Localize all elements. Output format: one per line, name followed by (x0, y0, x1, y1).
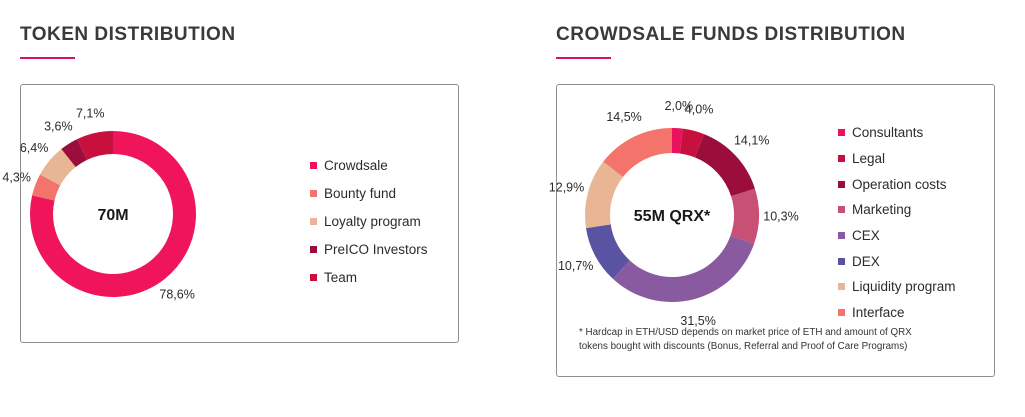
legend-label: Marketing (852, 202, 912, 218)
token-distribution-legend: Crowdsale Bounty fund Loyalty program PreIC… (310, 151, 428, 291)
title-underline (556, 57, 611, 59)
slice-value-label: 14,1% (734, 134, 769, 148)
token-distribution-donut: 78,6% 4,3% 6,4% 3,6%7,1% 70M (2, 107, 196, 302)
legend-label: Interface (852, 305, 905, 321)
slice-value-label: 3,6% (44, 120, 73, 134)
legend-swatch (838, 309, 845, 317)
slice-cex (612, 235, 755, 302)
slice-value-label: 78,6% (159, 288, 194, 302)
legend-swatch (310, 189, 317, 197)
slice-preico-investors (61, 139, 88, 168)
slice-marketing (730, 188, 759, 244)
legend-item: Marketing (838, 197, 956, 223)
legend-item: Consultants (838, 120, 956, 146)
legend-label: Bounty fund (324, 185, 397, 201)
legend-swatch (838, 257, 845, 265)
legend-item: Liquidity program (838, 274, 956, 300)
legend-swatch (838, 283, 845, 291)
slice-value-label: 4,0% (685, 102, 714, 116)
slice-value-label: 14,5% (606, 110, 641, 124)
legend-item: Operation costs (838, 171, 956, 197)
legend-item: Team (310, 263, 428, 291)
slice-value-label: 4,3% (2, 171, 31, 185)
slice-legal (679, 128, 705, 158)
slice-interface (603, 128, 672, 177)
legend-swatch (310, 245, 317, 253)
legend-item: Loyalty program (310, 207, 428, 235)
legend-swatch (838, 129, 845, 137)
legend-label: Liquidity program (852, 279, 956, 295)
slice-consultants (672, 128, 683, 154)
slice-value-label: 31,5% (680, 314, 715, 328)
slice-value-label: 10,7% (558, 259, 593, 273)
legend-label: Operation costs (852, 176, 947, 192)
legend-label: Team (324, 269, 358, 285)
slice-dex (585, 224, 630, 279)
crowdsale-funds-card: 2,0% 4,0% 14,1% 10,3% 31,5% 10,7% 12,9% 14,5% 55… (549, 84, 995, 377)
slice-value-label: 12,9% (549, 181, 584, 195)
footnote-line-1: * Hardcap in ETH/USD depends on market p… (579, 327, 912, 338)
slice-operation-costs (694, 134, 755, 197)
token-distribution-card: 78,6% 4,3% 6,4% 3,6% 7,1% 70M Crowdsale Bounty… (2, 84, 459, 343)
legend-item: PreICO Investors (310, 235, 428, 263)
legend-swatch (310, 161, 317, 169)
crowdsale-funds-legend: Consultants Legal Operation costs Marketing… (838, 120, 956, 326)
footnote-line-2: tokens bought with discounts (Bonus, Ref… (579, 341, 908, 352)
slice-loyalty-program (40, 149, 76, 186)
donut-center-label: 55M QRX* (634, 208, 711, 225)
legend-item: CEX (838, 223, 956, 249)
legend-label: Legal (852, 151, 886, 167)
slice-value-label: 10,3% (763, 210, 798, 224)
token-distribution-title: TOKEN DISTRIBUTION (20, 24, 236, 45)
slice-value-label: 2,0% (665, 99, 694, 113)
slice-liquidity-program (585, 161, 624, 229)
legend-label: Consultants (852, 125, 924, 141)
legend-swatch (310, 217, 317, 225)
slice-value-label: 7,1% (76, 107, 105, 121)
legend-item: Bounty fund (310, 179, 428, 207)
crowdsale-funds-donut: 2,0%4,0% 14,1% 10,3% 31,5% 10,7% 12,9% 14,5% 55… (549, 99, 799, 328)
legend-swatch (838, 232, 845, 240)
slice-bounty-fund (32, 174, 61, 201)
title-underline (20, 57, 75, 59)
crowdsale-funds-title: CROWDSALE FUNDS DISTRIBUTION (556, 24, 906, 45)
slice-value-label: 6,4% (20, 141, 49, 155)
donut-center-label: 70M (97, 207, 128, 224)
legend-label: PreICO Investors (324, 241, 428, 257)
legend-swatch (838, 155, 845, 163)
legend-label: CEX (852, 228, 880, 244)
legend-swatch (838, 206, 845, 214)
slice-team (77, 131, 113, 160)
hardcap-footnote: * Hardcap in ETH/USD depends on market p… (579, 326, 912, 354)
legend-item: Interface (838, 300, 956, 326)
legend-label: Crowdsale (324, 157, 388, 173)
legend-item: DEX (838, 248, 956, 274)
legend-swatch (838, 180, 845, 188)
legend-item: Legal (838, 146, 956, 172)
legend-item: Crowdsale (310, 151, 428, 179)
legend-swatch (310, 273, 317, 281)
legend-label: DEX (852, 253, 880, 269)
legend-label: Loyalty program (324, 213, 421, 229)
